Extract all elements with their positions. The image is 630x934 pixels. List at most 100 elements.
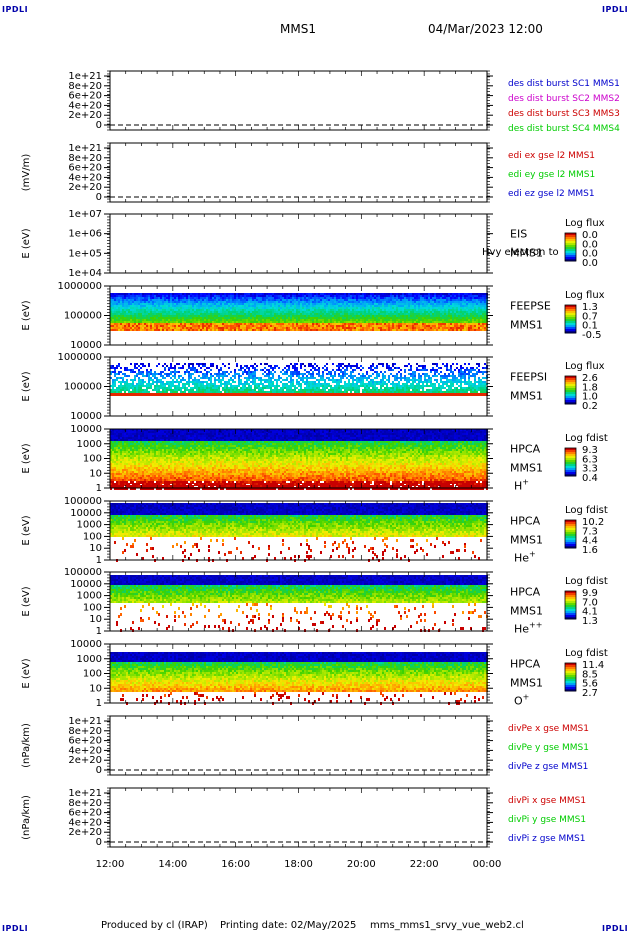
spectrogram-cell — [408, 293, 410, 295]
spectrogram-cell — [400, 297, 402, 299]
spectrogram-cell — [336, 329, 338, 331]
spectrogram-cell — [142, 363, 144, 365]
spectrogram-cell — [218, 323, 220, 325]
spectrogram-cell — [200, 319, 202, 321]
spectrogram-cell — [150, 307, 152, 309]
spectrogram-cell — [436, 321, 438, 323]
spectrogram-cell — [130, 319, 132, 321]
spectrogram-cell — [456, 327, 458, 329]
spectrogram-cell — [172, 299, 174, 301]
spectrogram-cell — [456, 319, 458, 321]
spectrogram-cell — [138, 309, 140, 311]
spectrogram-cell — [396, 297, 398, 299]
spectrogram-cell — [304, 301, 306, 303]
spectrogram-cell — [166, 319, 168, 321]
spectrogram-cell — [218, 309, 220, 311]
spectrogram-cell — [322, 295, 324, 297]
spectrogram-cell — [258, 305, 260, 307]
spectrogram-cell — [284, 325, 286, 327]
spectrogram-cell — [420, 307, 422, 309]
spectrogram-cell — [358, 327, 360, 329]
spectrogram-cell — [358, 301, 360, 303]
spectrogram-cell — [136, 363, 138, 365]
spectrogram-cell — [302, 307, 304, 309]
spectrogram-cell — [224, 319, 226, 321]
spectrogram-cell — [388, 295, 390, 297]
spectrogram-cell — [442, 301, 444, 303]
spectrogram-cell — [262, 303, 264, 305]
spectrogram-cell — [164, 369, 166, 371]
spectrogram-cell — [112, 381, 114, 383]
spectrogram-cell — [448, 319, 450, 321]
spectrogram-cell — [186, 393, 188, 396]
spectrogram-cell — [158, 327, 160, 329]
spectrogram-cell — [344, 299, 346, 301]
spectrogram-cell — [188, 393, 190, 396]
spectrogram-cell — [144, 315, 146, 317]
spectrogram-cell — [194, 377, 196, 379]
spectrogram-cell — [158, 389, 160, 391]
spectrogram-cell — [344, 309, 346, 311]
spectrogram-cell — [344, 325, 346, 327]
spectrogram-cell — [272, 373, 274, 375]
spectrogram-cell — [162, 377, 164, 379]
spectrogram-cell — [154, 321, 156, 323]
spectrogram-cell — [482, 303, 484, 305]
spectrogram-cell — [150, 377, 152, 379]
spectrogram-cell — [428, 321, 430, 323]
spectrogram-cell — [478, 305, 480, 307]
spectrogram-cell — [206, 391, 208, 393]
spectrogram-cell — [132, 389, 134, 391]
spectrogram-cell — [466, 313, 468, 315]
spectrogram-cell — [414, 329, 416, 331]
spectrogram-cell — [260, 315, 262, 317]
spectrogram-cell — [124, 329, 126, 331]
spectrogram-cell — [146, 383, 148, 385]
spectrogram-cell — [472, 321, 474, 323]
spectrogram-cell — [198, 323, 200, 325]
spectrogram-cell — [280, 315, 282, 317]
spectrogram-cell — [240, 381, 242, 383]
spectrogram-cell — [228, 391, 230, 393]
spectrogram-cell — [222, 387, 224, 389]
spectrogram-cell — [406, 297, 408, 299]
spectrogram-cell — [290, 295, 292, 297]
spectrogram-cell — [484, 295, 486, 297]
spectrogram-cell — [160, 379, 162, 381]
spectrogram-cell — [306, 327, 308, 329]
spectrogram-cell — [128, 313, 130, 315]
spectrogram-cell — [278, 301, 280, 303]
spectrogram-cell — [446, 299, 448, 301]
spectrogram-cell — [374, 327, 376, 329]
spectrogram-cell — [140, 383, 142, 385]
spectrogram-cell — [168, 325, 170, 327]
spectrogram-cell — [446, 293, 448, 295]
spectrogram-cell — [450, 301, 452, 303]
spectrogram-cell — [350, 297, 352, 299]
spectrogram-cell — [450, 323, 452, 325]
spectrogram-cell — [130, 307, 132, 309]
spectrogram-cell — [404, 307, 406, 309]
spectrogram-cell — [446, 313, 448, 315]
spectrogram-cell — [312, 305, 314, 307]
spectrogram-cell — [464, 325, 466, 327]
spectrogram-cell — [210, 327, 212, 329]
spectrogram-cell — [142, 293, 144, 295]
spectrogram-cell — [464, 323, 466, 325]
spectrogram-cell — [352, 295, 354, 297]
spectrogram-cell — [260, 391, 262, 393]
spectrogram-cell — [310, 317, 312, 319]
spectrogram-cell — [380, 319, 382, 321]
spectrogram-cell — [472, 315, 474, 317]
spectrogram-cell — [272, 381, 274, 383]
spectrogram-cell — [184, 379, 186, 381]
spectrogram-cell — [480, 325, 482, 327]
spectrogram-cell — [268, 317, 270, 319]
y-tick-label: 0 — [96, 192, 102, 203]
spectrogram-cell — [112, 295, 114, 297]
spectrogram-cell — [484, 319, 486, 321]
spectrogram-cell — [144, 391, 146, 393]
spectrogram-cell — [434, 301, 436, 303]
spectrogram-cell — [206, 319, 208, 321]
